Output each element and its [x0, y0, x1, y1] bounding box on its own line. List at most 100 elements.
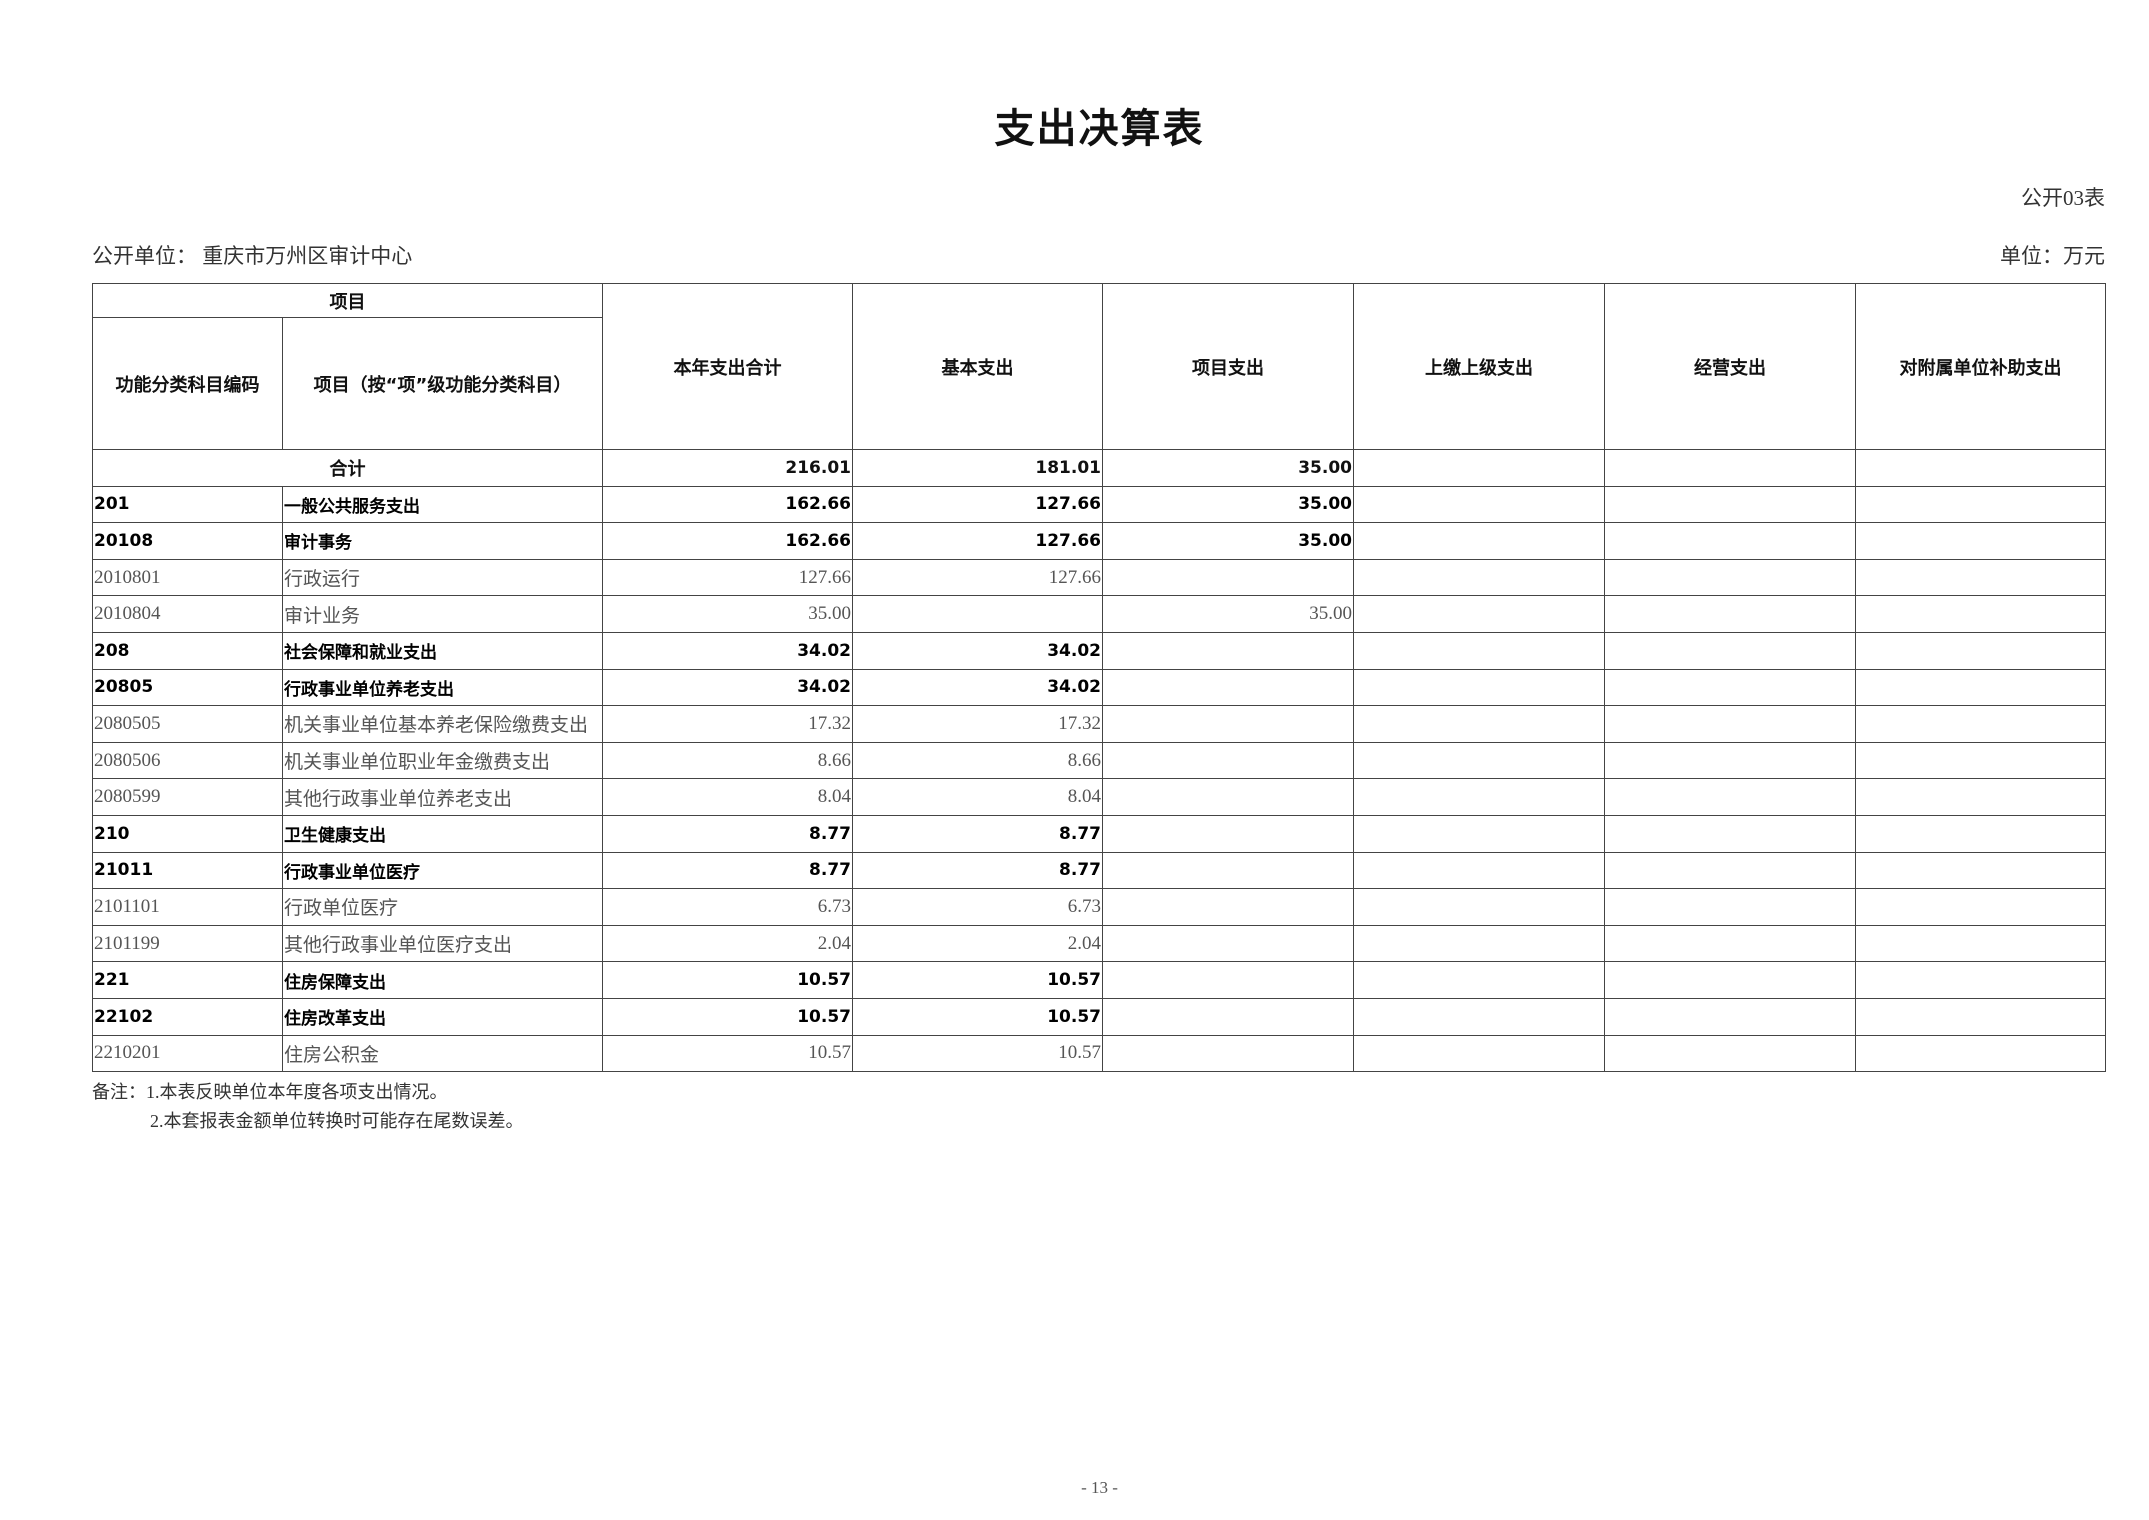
cell-value: 8.77 [852, 814, 1103, 853]
notes: 备注：1.本表反映单位本年度各项支出情况。 2.本套报表金额单位转换时可能存在尾… [92, 1078, 524, 1136]
cell-value: 2.04 [852, 924, 1103, 963]
cell-code: 208 [92, 631, 283, 670]
cell-value: 6.73 [602, 888, 853, 926]
cell-code: 2080505 [92, 705, 283, 743]
cell-value [1102, 851, 1354, 890]
cell-code: 2101199 [92, 924, 283, 963]
cell-value: 127.66 [852, 522, 1103, 560]
cell-value [1102, 1034, 1354, 1073]
cell-name: 行政运行 [282, 558, 603, 597]
cell-value [1855, 924, 2106, 963]
cell-value [1604, 522, 1856, 560]
cell-value: 8.77 [602, 814, 853, 853]
currency-unit: 单位：万元 [2000, 244, 2105, 268]
cell-value: 8.04 [602, 778, 853, 816]
cell-value [1855, 961, 2106, 999]
cell-value: 8.66 [602, 741, 853, 780]
note-2: 2.本套报表金额单位转换时可能存在尾数误差。 [150, 1111, 524, 1131]
cell-value [1855, 558, 2106, 597]
cell-value [1353, 778, 1605, 816]
table-row: 221 住房保障支出 10.57 10.57 [92, 961, 2106, 999]
table-row: 2101101 行政单位医疗 6.73 6.73 [92, 888, 2106, 926]
cell-value [1604, 778, 1856, 816]
cell-value: 10.57 [602, 997, 853, 1036]
cell-value [1102, 997, 1354, 1036]
cell-value [1855, 1034, 2106, 1073]
cell-value [1604, 485, 1856, 524]
table-row: 201 一般公共服务支出 162.66 127.66 35.00 [92, 485, 2106, 524]
note-1: 备注：1.本表反映单位本年度各项支出情况。 [92, 1082, 448, 1102]
cell-value: 127.66 [602, 558, 853, 597]
cell-value: 34.02 [852, 668, 1103, 707]
expenditure-table: 项目 本年支出合计 基本支出 项目支出 上缴上级支出 经营支出 对附属单位补助支… [92, 283, 2106, 1073]
cell-value [1102, 814, 1354, 853]
header-project-exp: 项目支出 [1102, 283, 1354, 450]
cell-value: 35.00 [1102, 595, 1354, 633]
cell-value [1102, 668, 1354, 707]
cell-code: 210 [92, 814, 283, 853]
cell-code: 21011 [92, 851, 283, 890]
cell-value [1604, 631, 1856, 670]
total-row: 合计 216.01 181.01 35.00 [92, 449, 2106, 487]
cell-value [1855, 888, 2106, 926]
cell-value: 127.66 [852, 485, 1103, 524]
header-code: 功能分类科目编码 [92, 317, 283, 450]
cell-value: 34.02 [602, 668, 853, 707]
cell-value [1353, 1034, 1605, 1073]
table-row: 20108 审计事务 162.66 127.66 35.00 [92, 522, 2106, 560]
cell-value [1353, 595, 1605, 633]
cell-name: 审计事务 [282, 522, 603, 560]
table-row: 210 卫生健康支出 8.77 8.77 [92, 814, 2106, 853]
cell-value: 17.32 [602, 705, 853, 743]
cell-value [1102, 924, 1354, 963]
cell-value [1102, 705, 1354, 743]
cell-value [1353, 668, 1605, 707]
cell-value: 181.01 [852, 449, 1103, 487]
reporting-unit: 公开单位： 重庆市万州区审计中心 [92, 244, 413, 268]
cell-value: 216.01 [602, 449, 853, 487]
cell-name: 行政事业单位医疗 [282, 851, 603, 890]
cell-value [1353, 558, 1605, 597]
cell-value [1855, 997, 2106, 1036]
cell-value [1353, 631, 1605, 670]
cell-value: 35.00 [602, 595, 853, 633]
cell-value [1855, 814, 2106, 853]
cell-value [1353, 814, 1605, 853]
cell-name: 住房保障支出 [282, 961, 603, 999]
cell-value [1855, 705, 2106, 743]
table-row: 2080599 其他行政事业单位养老支出 8.04 8.04 [92, 778, 2106, 816]
page-title: 支出决算表 [994, 106, 1205, 152]
cell-value [1604, 558, 1856, 597]
cell-value: 162.66 [602, 485, 853, 524]
cell-value: 127.66 [852, 558, 1103, 597]
table-row: 2210201 住房公积金 10.57 10.57 [92, 1034, 2106, 1073]
cell-value [1604, 814, 1856, 853]
cell-value [1102, 558, 1354, 597]
cell-value [1353, 924, 1605, 963]
cell-value [1102, 741, 1354, 780]
table-row: 2080505 机关事业单位基本养老保险缴费支出 17.32 17.32 [92, 705, 2106, 743]
table-row: 2010804 审计业务 35.00 35.00 [92, 595, 2106, 633]
cell-code: 2010804 [92, 595, 283, 633]
table-row: 22102 住房改革支出 10.57 10.57 [92, 997, 2106, 1036]
header-subsidy: 对附属单位补助支出 [1855, 283, 2106, 450]
cell-value: 8.66 [852, 741, 1103, 780]
cell-value: 8.77 [852, 851, 1103, 890]
cell-value: 34.02 [852, 631, 1103, 670]
cell-name: 机关事业单位基本养老保险缴费支出 [282, 705, 603, 743]
cell-value [1604, 668, 1856, 707]
table-row: 20805 行政事业单位养老支出 34.02 34.02 [92, 668, 2106, 707]
page-number: - 13 - [1081, 1478, 1118, 1497]
header-project: 项目 [92, 283, 603, 318]
cell-value [1855, 851, 2106, 890]
cell-value [1604, 961, 1856, 999]
total-label: 合计 [92, 449, 603, 487]
header-basic: 基本支出 [852, 283, 1103, 450]
cell-value [1604, 449, 1856, 487]
cell-value [1855, 485, 2106, 524]
cell-value: 8.77 [602, 851, 853, 890]
header-total: 本年支出合计 [602, 283, 853, 450]
header-operating: 经营支出 [1604, 283, 1856, 450]
cell-value [1855, 668, 2106, 707]
header-name: 项目（按“项”级功能分类科目） [282, 317, 603, 450]
